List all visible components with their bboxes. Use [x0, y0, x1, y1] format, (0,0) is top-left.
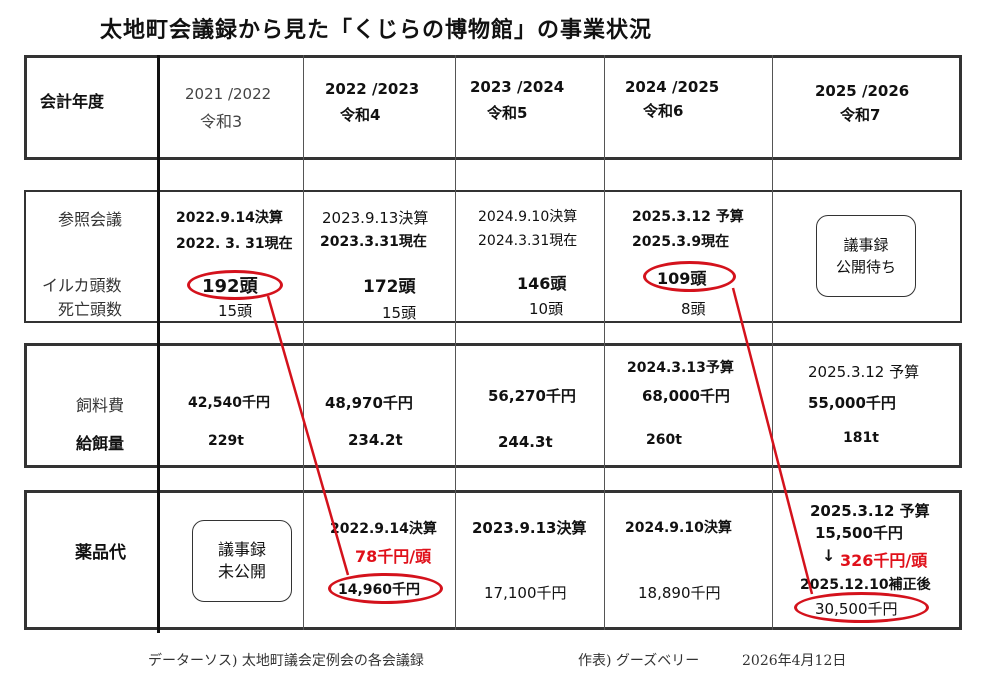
dolphin-count: 172頭 [363, 277, 416, 297]
feed-amount: 244.3t [498, 433, 553, 451]
budget-amount: 15,500千円 [815, 524, 903, 542]
footer-date: 2026年4月12日 [742, 653, 847, 669]
feed-cost: 68,000千円 [642, 387, 730, 405]
pending-line: 議事録 [843, 236, 889, 254]
connector-line [266, 295, 350, 576]
feed-amount: 234.2t [348, 431, 403, 449]
as-of-date: 2023.3.31現在 [320, 234, 427, 250]
highlight-oval [643, 261, 736, 292]
meeting-date: 2022.9.14決算 [330, 521, 437, 537]
fiscal-year-header [24, 55, 962, 160]
as-of-date: 2024.3.31現在 [478, 233, 578, 249]
feed-cost-label: 飼料費 [76, 396, 125, 415]
medicine-cost: 18,890千円 [638, 584, 721, 602]
highlight-oval [328, 573, 443, 604]
death-count: 8頭 [681, 300, 706, 318]
dolphin-count-label: イルカ頭数 [42, 276, 122, 295]
feed-section [24, 343, 962, 468]
highlight-oval [794, 592, 929, 623]
cost-per-head: 78千円/頭 [355, 547, 432, 566]
reference-meeting-label: 参照会議 [58, 210, 123, 229]
year-era: 令和7 [840, 106, 881, 124]
meeting-date: 2023.9.13決算 [472, 519, 587, 537]
column-divider [772, 55, 773, 630]
year-period: 2025 /2026 [815, 82, 910, 100]
down-arrow-icon: ↓ [822, 546, 836, 565]
column-divider [604, 55, 605, 630]
cost-per-head: 326千円/頭 [840, 551, 928, 570]
data-source: データーソス) 太地町議会定例会の各会議録 [148, 653, 424, 669]
medicine-cost-label: 薬品代 [75, 543, 126, 563]
pending-line: 公開待ち [835, 258, 896, 276]
year-period: 2021 /2022 [185, 85, 272, 103]
feed-cost: 42,540千円 [188, 395, 271, 411]
year-era: 令和5 [487, 104, 528, 122]
unpublished-line: 議事録 [217, 540, 266, 559]
revised-date: 2025.12.10補正後 [800, 577, 931, 593]
year-era: 令和6 [643, 102, 684, 120]
column-divider [455, 55, 456, 630]
author-credit: 作表) グーズベリー [578, 653, 700, 669]
year-period: 2023 /2024 [470, 78, 565, 96]
budget-note: 2025.3.12 予算 [808, 363, 920, 381]
feed-amount: 229t [208, 433, 244, 449]
year-era: 令和3 [200, 112, 243, 131]
budget-note: 2024.3.13予算 [627, 360, 734, 376]
unpublished-line: 未公開 [217, 562, 266, 581]
label-column-divider [157, 55, 160, 633]
meeting-date: 2025.3.12 予算 [632, 209, 744, 225]
death-count: 15頭 [218, 302, 253, 320]
feed-cost: 48,970千円 [325, 394, 413, 412]
feed-cost: 55,000千円 [808, 394, 896, 412]
feed-amount-label: 給餌量 [76, 434, 125, 453]
meeting-date: 2024.9.10決算 [478, 209, 578, 225]
connector-line [731, 287, 814, 595]
year-period: 2024 /2025 [625, 78, 720, 96]
year-period: 2022 /2023 [325, 80, 420, 98]
as-of-date: 2025.3.9現在 [632, 234, 730, 250]
meeting-date: 2025.3.12 予算 [810, 502, 930, 520]
feed-amount: 260t [646, 432, 682, 448]
minutes-pending-box: 議事録 公開待ち [816, 215, 916, 297]
death-count: 15頭 [382, 304, 417, 322]
page-title: 太地町会議録から見た「くじらの博物館」の事業状況 [100, 18, 653, 43]
fiscal-year-label: 会計年度 [40, 92, 105, 111]
as-of-date: 2022. 3. 31現在 [176, 236, 293, 252]
meeting-date: 2024.9.10決算 [625, 520, 732, 536]
medicine-cost: 17,100千円 [484, 584, 567, 602]
dolphin-count: 146頭 [517, 274, 567, 293]
dolphin-section [24, 190, 962, 323]
year-era: 令和4 [340, 106, 381, 124]
meeting-date: 2023.9.13決算 [322, 209, 429, 227]
meeting-date: 2022.9.14決算 [176, 210, 283, 226]
column-divider [303, 55, 304, 630]
death-count-label: 死亡頭数 [58, 300, 123, 319]
feed-amount: 181t [843, 430, 879, 446]
minutes-unpublished-box: 議事録 未公開 [192, 520, 292, 602]
feed-cost: 56,270千円 [488, 387, 576, 405]
highlight-oval [187, 270, 283, 300]
death-count: 10頭 [529, 300, 564, 318]
